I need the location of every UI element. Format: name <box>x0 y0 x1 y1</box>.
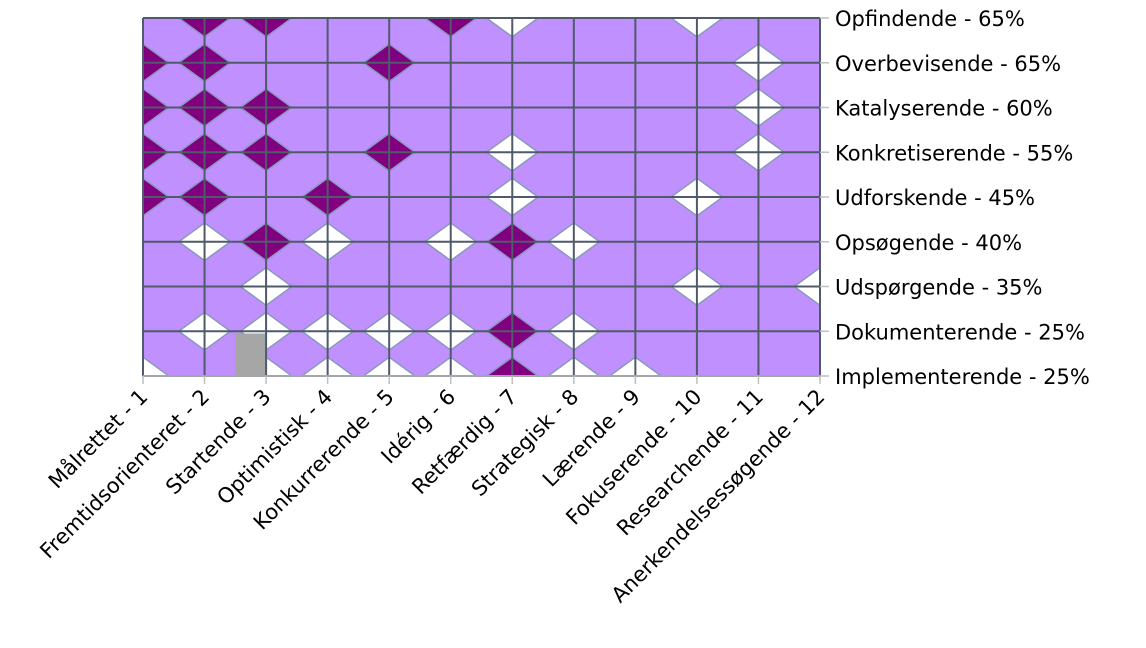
y-tick-label: Opsøgende - 40% <box>835 231 1022 255</box>
y-tick-label: Implementerende - 25% <box>835 365 1090 389</box>
y-tick-label: Dokumenterende - 25% <box>835 320 1085 344</box>
y-tick-label: Udforskende - 45% <box>835 186 1035 210</box>
y-tick-label: Konkretiserende - 55% <box>835 141 1073 165</box>
x-tick-label: Retfærdig - 7 <box>407 385 521 499</box>
missing-region <box>235 333 267 376</box>
y-tick-label: Katalyserende - 60% <box>835 97 1053 121</box>
x-tick-label: Startende - 3 <box>161 385 276 500</box>
y-tick-label: Opfindende - 65% <box>835 7 1025 31</box>
y-axis: Implementerende - 25% Dokumenterende - 25… <box>820 7 1090 389</box>
y-tick-label: Udspørgende - 35% <box>835 276 1043 300</box>
y-tick-label: Overbevisende - 65% <box>835 52 1061 76</box>
x-tick-label: Strategisk - 8 <box>467 385 584 502</box>
